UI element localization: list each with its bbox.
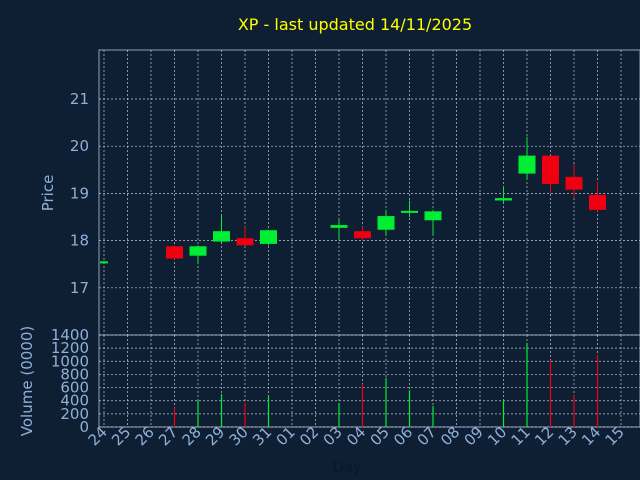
- candle-down: [236, 238, 254, 246]
- x-ticks: 2425262728293031010203040506070809101112…: [85, 423, 628, 449]
- candle-up: [377, 216, 395, 230]
- candle-up: [330, 225, 348, 228]
- volume-tick-label: 1000: [51, 352, 89, 370]
- chart-title: XP - last updated 14/11/2025: [238, 15, 472, 34]
- candle-up: [260, 230, 277, 244]
- candle-down: [542, 155, 559, 184]
- volume-bars: [173, 342, 599, 427]
- volume-tick-label: 400: [60, 392, 89, 410]
- candles: [100, 136, 606, 265]
- volume-panel: [98, 334, 640, 428]
- x-axis-label: Day: [332, 458, 362, 476]
- volume-tick-label: 1400: [51, 326, 89, 344]
- volume-tick-label: 800: [60, 365, 89, 383]
- candle-down: [565, 176, 583, 190]
- candle-down: [166, 246, 183, 259]
- candle-up: [495, 198, 512, 201]
- price-tick-label: 19: [70, 184, 89, 202]
- candle-down: [589, 194, 606, 210]
- volume-tick-label: 1200: [51, 339, 89, 357]
- price-panel: [98, 49, 640, 336]
- price-tick-label: 17: [70, 279, 89, 297]
- volume-tick-label: 600: [60, 379, 89, 397]
- candle-up: [213, 231, 230, 242]
- candle-up: [401, 210, 418, 213]
- price-grid: [99, 50, 640, 335]
- price-tick-label: 21: [70, 90, 89, 108]
- candle-up: [424, 211, 442, 221]
- candle-down: [354, 231, 371, 239]
- candle-up: [518, 155, 536, 174]
- price-y-ticks: 17 18 19 20 21: [70, 90, 89, 297]
- volume-tick-label: 0: [79, 418, 89, 436]
- candle-up: [189, 246, 207, 256]
- price-tick-label: 20: [70, 137, 89, 155]
- price-tick-label: 18: [70, 232, 89, 250]
- price-axis-label: Price: [39, 175, 57, 212]
- volume-axis-label: Volume (0000): [18, 326, 36, 436]
- candle-up: [100, 261, 108, 264]
- volume-tick-label: 200: [60, 405, 89, 423]
